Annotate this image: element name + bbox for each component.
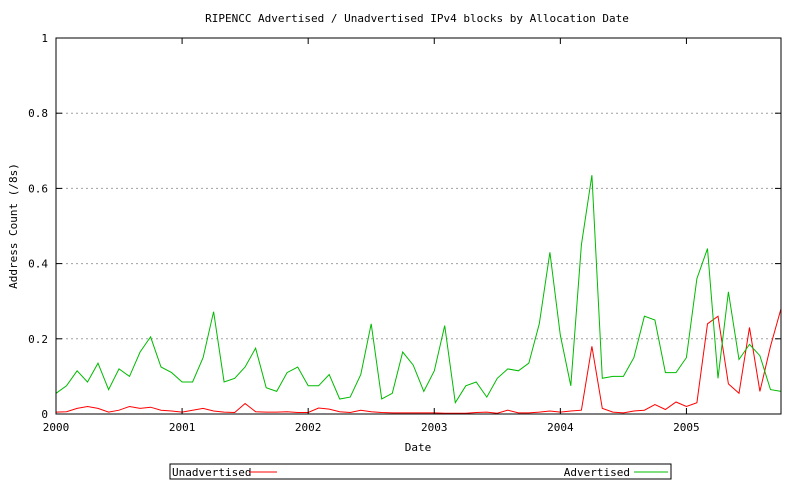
y-tick-label: 0.6 xyxy=(28,182,48,195)
legend-label-unadvertised: Unadvertised xyxy=(172,466,251,479)
plot-frame xyxy=(55,37,782,415)
x-tick-label: 2002 xyxy=(295,421,322,434)
y-tick-label: 0.2 xyxy=(28,333,48,346)
y-tick-label: 1 xyxy=(41,32,48,45)
series-line-unadvertised xyxy=(55,308,782,414)
x-tick-label: 2005 xyxy=(673,421,700,434)
series-layer xyxy=(55,175,782,414)
grid xyxy=(56,112,781,340)
legend: Unadvertised Advertised xyxy=(169,463,672,480)
legend-label-advertised: Advertised xyxy=(564,466,630,479)
y-tick-label: 0 xyxy=(41,408,48,421)
legend-box xyxy=(169,463,672,480)
x-tick-label: 2001 xyxy=(169,421,196,434)
x-axis-label: Date xyxy=(405,441,432,454)
y-axis-label: Address Count (/8s) xyxy=(7,163,20,289)
axes: 0 0.2 0.4 0.6 0.8 1 2000 2001 2002 2003 2004 2005 xyxy=(28,32,781,434)
y-tick-label: 0.4 xyxy=(28,258,48,271)
chart-title: RIPENCC Advertised / Unadvertised IPv4 b… xyxy=(205,12,629,25)
series-line-advertised xyxy=(55,175,782,405)
x-tick-label: 2003 xyxy=(421,421,448,434)
x-tick-label: 2000 xyxy=(43,421,70,434)
x-tick-label: 2004 xyxy=(547,421,574,434)
y-tick-label: 0.8 xyxy=(28,107,48,120)
